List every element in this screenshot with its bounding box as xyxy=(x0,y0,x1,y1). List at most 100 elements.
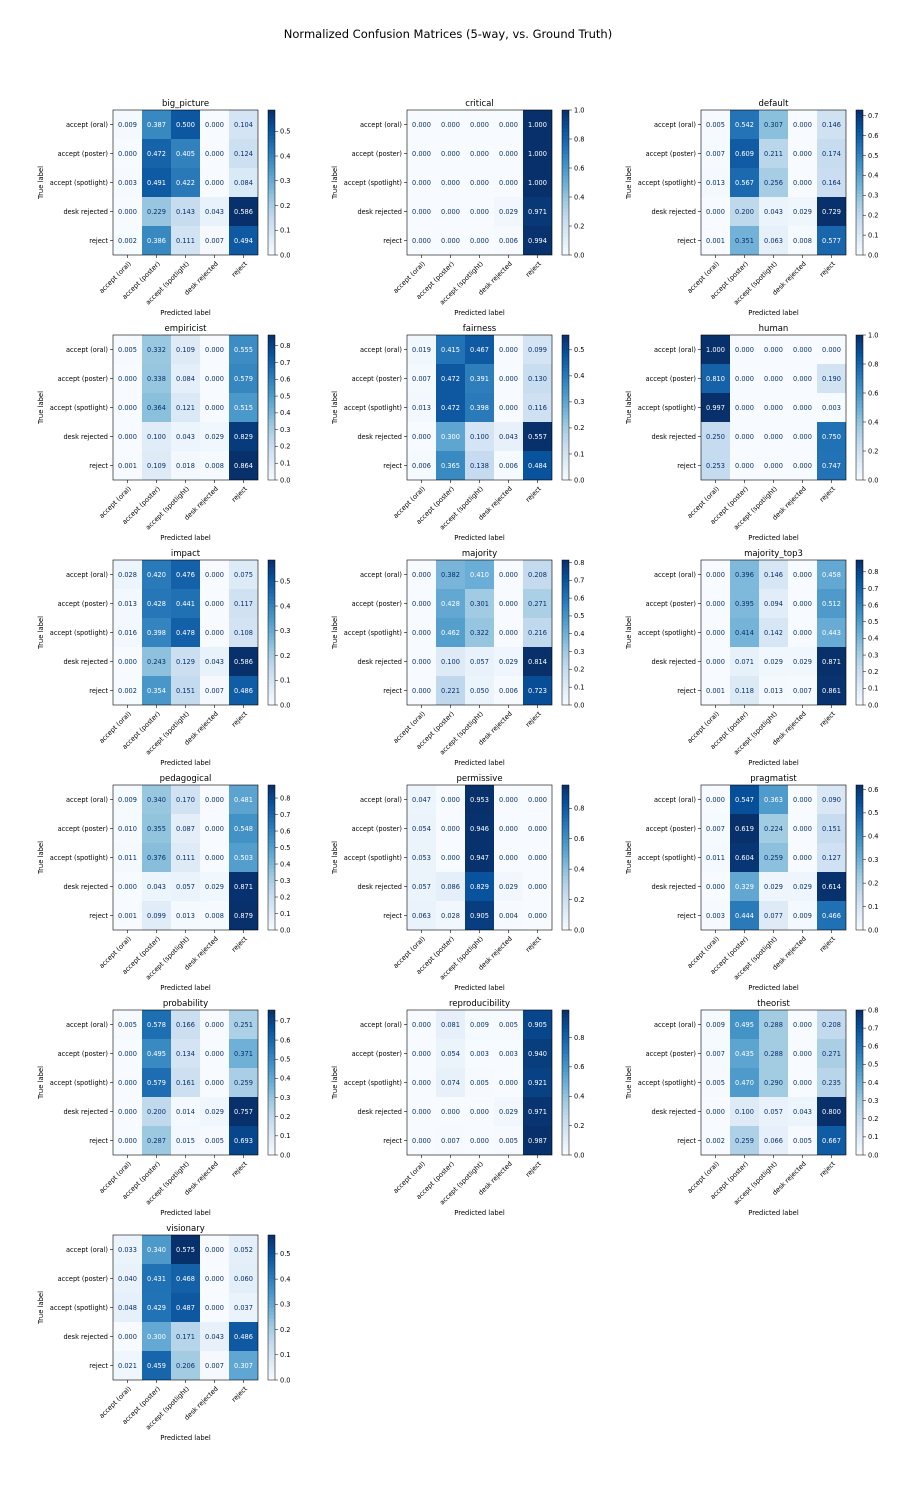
cell-value-label: 0.000 xyxy=(470,179,489,187)
colorbar-segment xyxy=(856,469,863,474)
panel-title: visionary xyxy=(166,1224,205,1234)
colorbar-tick-label: 0.4 xyxy=(280,1075,291,1083)
heatmap-cell xyxy=(407,1039,436,1068)
colorbar-segment xyxy=(268,1104,275,1109)
colorbar-segment xyxy=(268,429,275,434)
colorbar-segment xyxy=(268,1293,275,1298)
heatmap-cell xyxy=(142,422,171,451)
heatmap-cell xyxy=(407,618,436,647)
colorbar-segment xyxy=(562,360,569,365)
colorbar-segment xyxy=(856,396,863,401)
colorbar-segment xyxy=(856,853,863,858)
heatmap-cell xyxy=(523,422,552,451)
colorbar-tick-label: 0.6 xyxy=(574,1063,585,1071)
heatmap-cell xyxy=(523,110,552,139)
y-tick-label: desk rejected xyxy=(357,658,402,666)
colorbar-segment xyxy=(562,922,569,927)
heatmap-cell xyxy=(200,1097,229,1126)
colorbar-segment xyxy=(856,451,863,456)
colorbar-tick-label: 0.8 xyxy=(868,360,879,368)
colorbar-segment xyxy=(268,378,275,383)
y-tick-label: accept (spotlight) xyxy=(344,629,402,637)
colorbar: 0.00.20.40.60.8 xyxy=(561,784,585,934)
colorbar-segment xyxy=(856,795,863,800)
heatmap-cell xyxy=(759,676,788,705)
heatmap-cell xyxy=(730,618,759,647)
cell-value-label: 0.468 xyxy=(176,1275,195,1283)
heatmap-cell xyxy=(730,335,759,364)
heatmap-cell xyxy=(494,1068,523,1097)
heatmap-cell xyxy=(523,1068,552,1097)
colorbar: 0.00.10.20.30.40.50.60.70.8 xyxy=(561,559,585,709)
colorbar-segment xyxy=(562,345,569,350)
y-tick-label: accept (oral) xyxy=(66,121,108,129)
colorbar-segment xyxy=(856,1057,863,1062)
colorbar-segment xyxy=(268,1115,275,1120)
heatmap-cell xyxy=(229,814,258,843)
heatmap-cell xyxy=(730,872,759,901)
heatmap-cell xyxy=(436,422,465,451)
colorbar-segment xyxy=(268,1256,275,1261)
colorbar-tick-label: 0.6 xyxy=(280,1036,291,1044)
heatmap-cell xyxy=(523,589,552,618)
colorbar-segment xyxy=(562,654,569,659)
colorbar-segment xyxy=(562,1100,569,1105)
x-tick-label: reject xyxy=(230,259,249,278)
y-tick-label: accept (oral) xyxy=(654,121,696,129)
cell-value-label: 0.619 xyxy=(735,825,754,833)
colorbar-segment xyxy=(562,839,569,844)
colorbar-tick-label: 0.2 xyxy=(280,1113,291,1121)
colorbar-segment xyxy=(856,1136,863,1141)
colorbar-segment xyxy=(268,1361,275,1366)
colorbar-segment xyxy=(562,628,569,633)
heatmap-cell xyxy=(465,1010,494,1039)
heatmap-cell xyxy=(730,139,759,168)
colorbar-segment xyxy=(268,621,275,626)
colorbar-tick-label: 0.2 xyxy=(280,652,291,660)
colorbar-tick-label: 0.3 xyxy=(280,426,291,434)
colorbar-segment xyxy=(562,904,569,909)
colorbar-segment xyxy=(268,1296,275,1301)
colorbar-segment xyxy=(268,226,275,231)
colorbar-segment xyxy=(562,193,569,198)
heatmap-cell xyxy=(788,1010,817,1039)
heatmap-cell xyxy=(465,785,494,814)
y-tick-label: reject xyxy=(383,1137,402,1145)
y-tick-label: accept (poster) xyxy=(352,1050,402,1058)
colorbar-segment xyxy=(562,447,569,452)
heatmap-cell xyxy=(113,451,142,480)
colorbar-segment xyxy=(562,349,569,354)
heatmap-cell xyxy=(113,647,142,676)
y-tick-label: accept (poster) xyxy=(646,1050,696,1058)
colorbar-segment xyxy=(562,411,569,416)
x-tick-label: reject xyxy=(818,934,837,953)
heatmap-cell xyxy=(788,451,817,480)
cell-value-label: 0.000 xyxy=(706,571,725,579)
heatmap-cell xyxy=(229,1010,258,1039)
cell-value-label: 0.000 xyxy=(412,687,431,695)
colorbar-segment xyxy=(856,472,863,477)
cell-value-label: 0.087 xyxy=(176,825,195,833)
colorbar-segment xyxy=(856,828,863,833)
heatmap-cell xyxy=(113,1293,142,1322)
cell-value-label: 0.905 xyxy=(528,1021,547,1029)
colorbar-segment xyxy=(856,1064,863,1069)
colorbar-segment xyxy=(856,135,863,140)
cell-value-label: 1.000 xyxy=(706,346,725,354)
cell-value-label: 0.287 xyxy=(147,1137,166,1145)
heatmap-cell xyxy=(701,364,730,393)
cell-value-label: 0.354 xyxy=(147,687,166,695)
cell-value-label: 0.000 xyxy=(412,1021,431,1029)
heatmap-cell xyxy=(523,168,552,197)
colorbar-segment xyxy=(856,476,863,481)
cell-value-label: 0.271 xyxy=(528,600,547,608)
heatmap-cell xyxy=(142,618,171,647)
x-tick-label: reject xyxy=(230,709,249,728)
cell-value-label: 0.829 xyxy=(470,883,489,891)
colorbar-segment xyxy=(268,1372,275,1377)
heatmap-cell xyxy=(465,676,494,705)
cell-value-label: 0.435 xyxy=(735,1050,754,1058)
heatmap-cell xyxy=(730,1097,759,1126)
y-tick-label: accept (spotlight) xyxy=(638,1079,696,1087)
colorbar-segment xyxy=(268,454,275,459)
